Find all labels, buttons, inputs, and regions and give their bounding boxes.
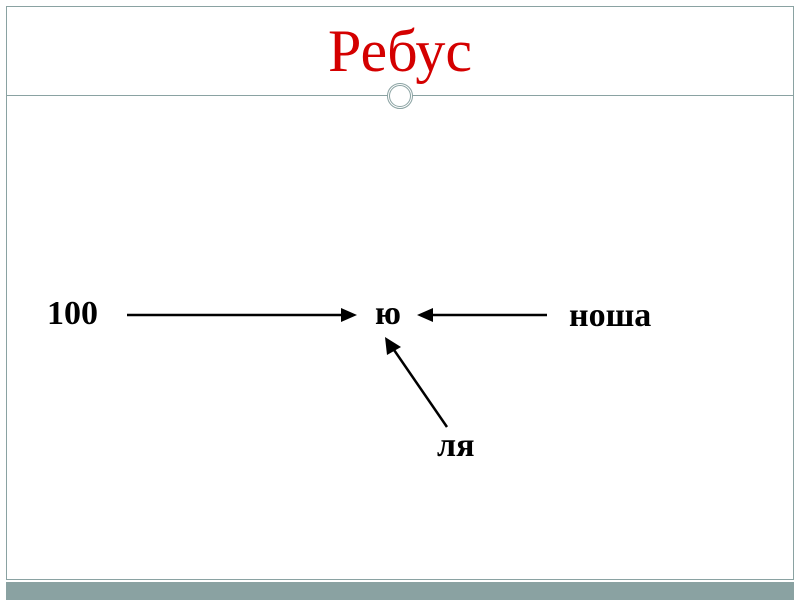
bottom-bar <box>6 582 794 600</box>
rebus-node-100: 100 <box>47 295 98 333</box>
arrow-right-icon <box>417 305 547 325</box>
rebus-node-center: ю <box>375 295 401 333</box>
title-container: Ребус <box>7 7 793 86</box>
arrow-left-icon <box>127 305 357 325</box>
rebus-node-right: ноша <box>569 297 651 335</box>
slide-title: Ребус <box>318 17 482 86</box>
arrow-bottom-icon <box>377 337 467 437</box>
title-circle-icon <box>387 83 413 109</box>
slide-frame: Ребус 100 ю ноша ля <box>6 6 794 580</box>
rebus-diagram: 100 ю ноша ля <box>7 197 793 497</box>
